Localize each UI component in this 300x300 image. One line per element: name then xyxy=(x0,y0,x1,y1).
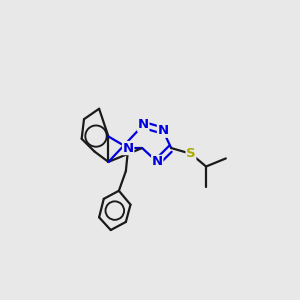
Text: S: S xyxy=(186,147,196,160)
Text: N: N xyxy=(123,142,134,154)
Text: N: N xyxy=(152,155,163,168)
Text: N: N xyxy=(158,124,169,137)
Text: N: N xyxy=(138,118,149,131)
